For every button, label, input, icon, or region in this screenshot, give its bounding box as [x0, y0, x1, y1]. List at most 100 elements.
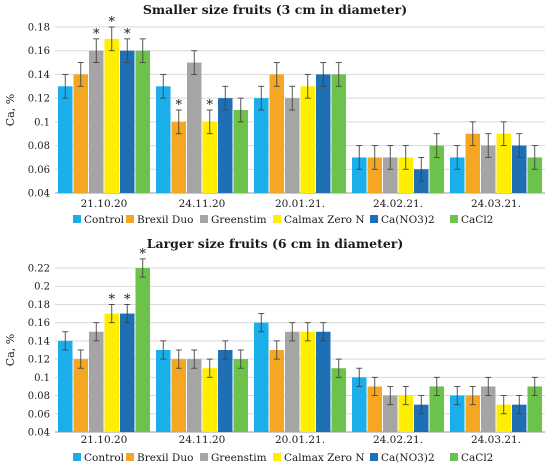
bar: [496, 133, 511, 193]
bar: [73, 359, 88, 432]
bar: [300, 331, 315, 432]
y-tick-label: 0.04: [28, 189, 50, 200]
bar: [316, 74, 331, 193]
x-category-label: 24.03.21.: [471, 434, 521, 446]
chart-panel-1: Smaller size fruits (3 cm in diameter) 0.…: [4, 2, 545, 226]
y-tick-label: 0.18: [28, 300, 50, 311]
bar: [316, 331, 331, 432]
bar: [104, 313, 119, 432]
bar: [429, 386, 444, 432]
bar: [352, 157, 367, 193]
bar: [218, 98, 233, 193]
legend-label: CaCl2: [461, 214, 493, 226]
legend-swatch: [370, 453, 378, 461]
legend-label: Ca(NO3)2: [381, 214, 435, 226]
legend-swatch: [273, 215, 281, 223]
bar: [398, 395, 413, 432]
legend-swatch: [200, 453, 208, 461]
y-tick-label: 0.16: [28, 318, 50, 329]
chart-title: Larger size fruits (6 cm in diameter): [147, 236, 404, 251]
y-tick-label: 0.12: [28, 94, 50, 105]
bar: [331, 368, 346, 432]
bar: [233, 359, 248, 432]
y-tick-label: 0.18: [28, 23, 50, 34]
bar: [331, 74, 346, 193]
legend-swatch: [126, 215, 134, 223]
bar: [202, 368, 217, 432]
bar: [300, 86, 315, 193]
y-tick-label: 0.12: [28, 355, 50, 366]
bar: [450, 395, 465, 432]
bar: [254, 98, 269, 193]
x-category-label: 24.03.21.: [471, 198, 521, 210]
bar: [156, 350, 171, 432]
bar: [285, 331, 300, 432]
significance-star: *: [109, 292, 116, 307]
bar: [254, 322, 269, 432]
y-tick-label: 0.06: [28, 165, 50, 176]
legend-swatch: [450, 215, 458, 223]
bar: [135, 50, 150, 193]
bar: [171, 121, 186, 193]
significance-star: *: [140, 247, 147, 262]
x-category-label: 24.11.20: [179, 198, 226, 210]
bar: [104, 38, 119, 193]
legend-label: Control: [84, 452, 125, 464]
y-tick-label: 0.14: [28, 70, 50, 81]
bar: [171, 359, 186, 432]
significance-star: *: [93, 27, 100, 42]
significance-star: *: [207, 98, 214, 113]
bar: [135, 268, 150, 432]
legend-swatch: [273, 453, 281, 461]
y-tick-label: 0.06: [28, 409, 50, 420]
legend-swatch: [450, 453, 458, 461]
legend-label: Calmax Zero N: [284, 452, 365, 464]
bar: [352, 377, 367, 432]
legend-swatch: [370, 215, 378, 223]
bar: [512, 404, 527, 432]
x-category-label: 24.11.20: [179, 434, 226, 446]
x-category-label: 21.10.20: [81, 198, 128, 210]
bar: [527, 157, 542, 193]
x-category-label: 20.01.21.: [275, 198, 325, 210]
bar: [269, 74, 284, 193]
bar: [233, 110, 248, 193]
x-category-label: 24.02.21.: [373, 434, 423, 446]
bar: [367, 157, 382, 193]
legend-label: CaCl2: [461, 452, 493, 464]
y-tick-label: 0.2: [34, 282, 50, 293]
y-tick-label: 0.14: [28, 336, 50, 347]
legend-label: Brexil Duo: [137, 214, 193, 226]
chart-title: Smaller size fruits (3 cm in diameter): [143, 2, 407, 17]
bar: [156, 86, 171, 193]
bar: [450, 157, 465, 193]
x-category-label: 24.02.21.: [373, 198, 423, 210]
legend-label: Calmax Zero N: [284, 214, 365, 226]
bar: [269, 350, 284, 432]
bar: [89, 331, 104, 432]
y-tick-label: 0.04: [28, 428, 50, 439]
bar: [429, 145, 444, 193]
significance-star: *: [124, 292, 131, 307]
bar: [383, 157, 398, 193]
bar: [414, 404, 429, 432]
bar: [465, 395, 480, 432]
bar: [73, 74, 88, 193]
bar: [218, 350, 233, 432]
y-tick-label: 0.1: [34, 373, 50, 384]
chart-panel-2: Larger size fruits (6 cm in diameter) 0.0…: [4, 236, 545, 464]
bar: [383, 395, 398, 432]
y-axis-label: Ca, %: [4, 334, 17, 366]
bar: [187, 62, 202, 194]
significance-star: *: [124, 27, 131, 42]
bar: [58, 340, 73, 432]
legend-swatch: [73, 453, 81, 461]
bar: [89, 50, 104, 193]
legend-swatch: [200, 215, 208, 223]
bar: [527, 386, 542, 432]
y-tick-label: 0.08: [28, 391, 50, 402]
bar: [481, 145, 496, 193]
y-tick-label: 0.1: [34, 117, 50, 128]
